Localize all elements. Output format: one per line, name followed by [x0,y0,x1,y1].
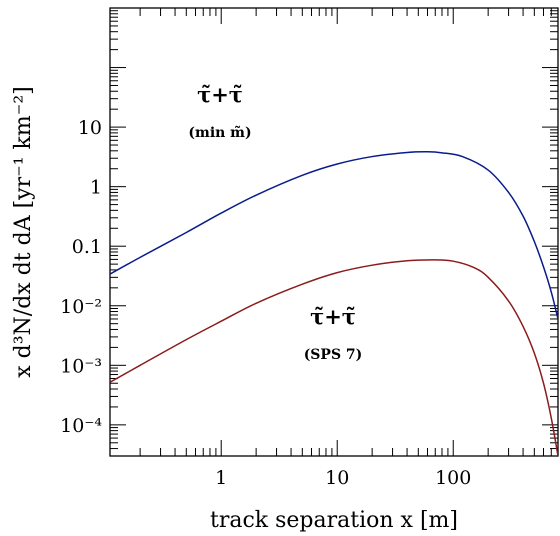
y-tick-label: 1 [90,177,102,199]
annotation-red-main: τ̃+τ̃ [310,304,356,329]
y-tick-label: 0.1 [72,236,102,258]
annotation-red-sub: (SPS 7) [304,347,363,363]
x-tick-label: 10 [325,467,349,489]
y-tick-label: 10⁻⁴ [60,415,102,437]
annotation-blue-main: τ̃+τ̃ [197,82,243,107]
series-line-1 [110,259,558,456]
axis-ticks [110,8,559,457]
y-axis-label: x d³N/dx dt dA [yr⁻¹ km⁻²] [11,86,36,378]
y-tick-label: 10 [78,117,102,139]
axis-tick-labels: 1 10 100 10⁻⁴ 10⁻³ 10⁻² 0.1 1 10 [60,117,471,489]
x-tick-label: 100 [435,467,471,489]
x-axis-label: track separation x [m] [210,508,458,533]
y-tick-label: 10⁻² [60,296,102,318]
x-tick-label: 1 [215,467,227,489]
annotation-blue-sub: (min m̃) [188,124,251,141]
series-lines [110,151,558,456]
plot-frame [109,7,559,457]
y-tick-label: 10⁻³ [60,355,102,377]
series-line-0 [110,151,558,320]
